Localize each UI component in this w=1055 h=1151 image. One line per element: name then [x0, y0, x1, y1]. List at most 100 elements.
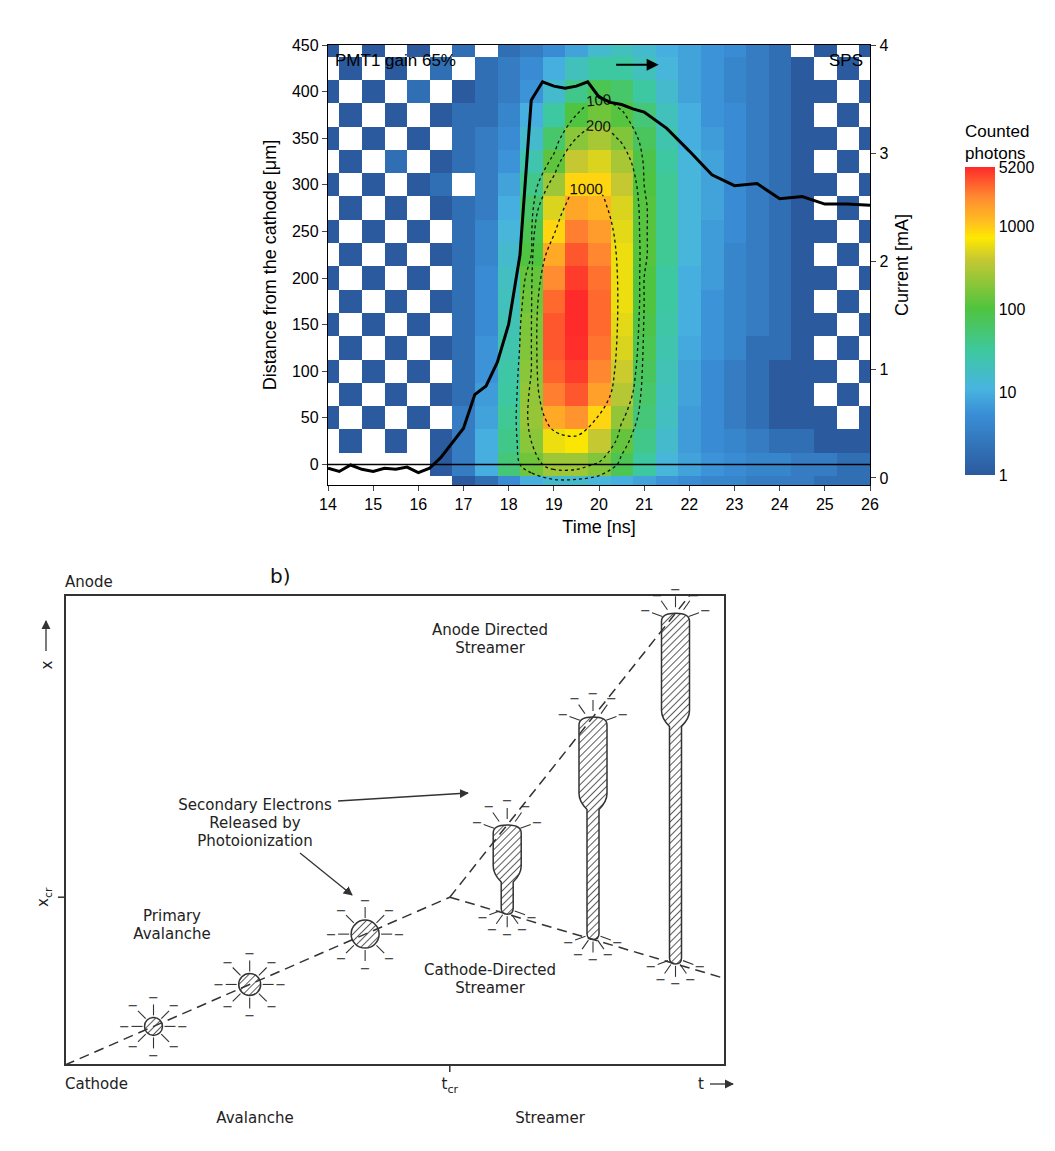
svg-text:Time [ns]: Time [ns]: [562, 517, 635, 537]
svg-text:200: 200: [585, 117, 611, 135]
svg-text:−: −: [266, 955, 277, 970]
svg-text:Anode Directed: Anode Directed: [432, 621, 548, 639]
svg-text:23: 23: [726, 496, 744, 513]
svg-text:−: −: [336, 903, 347, 918]
svg-text:−: −: [128, 998, 139, 1013]
svg-text:−: −: [573, 947, 584, 962]
svg-text:−: −: [694, 959, 705, 974]
svg-text:Countedphotons: Countedphotons: [965, 122, 1029, 163]
svg-text:Cathode-Directed: Cathode-Directed: [424, 961, 556, 979]
svg-text:4: 4: [879, 37, 888, 54]
svg-text:20: 20: [590, 496, 608, 513]
svg-text:t: t: [698, 1075, 704, 1093]
svg-text:0: 0: [879, 470, 888, 487]
svg-text:−: −: [177, 1019, 188, 1034]
svg-text:−: −: [606, 691, 617, 706]
svg-text:−: −: [222, 955, 233, 970]
svg-text:Avalanche: Avalanche: [216, 1109, 293, 1127]
svg-text:10: 10: [999, 384, 1017, 401]
svg-text:−: −: [526, 910, 537, 925]
svg-text:24: 24: [771, 496, 789, 513]
svg-text:−: −: [244, 1008, 255, 1023]
svg-text:−: −: [670, 976, 681, 991]
svg-text:−: −: [602, 947, 613, 962]
svg-text:−: −: [652, 588, 663, 603]
svg-text:tcr: tcr: [442, 1075, 459, 1096]
svg-text:100: 100: [292, 363, 319, 380]
svg-text:−: −: [520, 799, 531, 814]
svg-text:Streamer: Streamer: [455, 639, 526, 657]
svg-text:−: −: [360, 893, 371, 908]
svg-text:5200: 5200: [999, 159, 1035, 176]
svg-text:21: 21: [635, 496, 653, 513]
svg-text:Secondary Electrons: Secondary Electrons: [178, 796, 332, 814]
svg-text:400: 400: [292, 83, 319, 100]
svg-text:−: −: [700, 603, 711, 618]
svg-text:−: −: [517, 922, 528, 937]
svg-text:−: −: [532, 815, 543, 830]
svg-text:−: −: [688, 588, 699, 603]
svg-text:−: −: [655, 972, 666, 987]
svg-text:50: 50: [301, 409, 319, 426]
svg-text:−: −: [394, 927, 405, 942]
svg-text:Streamer: Streamer: [515, 1109, 586, 1127]
svg-text:b): b): [270, 565, 291, 588]
svg-text:250: 250: [292, 223, 319, 240]
svg-text:−: −: [169, 1039, 180, 1054]
svg-text:17: 17: [455, 496, 473, 513]
svg-text:x: x: [38, 660, 56, 669]
svg-text:Released by: Released by: [209, 814, 300, 832]
svg-text:100: 100: [585, 90, 611, 109]
svg-text:−: −: [588, 952, 599, 967]
svg-text:0: 0: [310, 456, 319, 473]
svg-text:−: −: [502, 927, 513, 942]
svg-text:−: −: [670, 582, 681, 597]
svg-text:1: 1: [999, 467, 1008, 484]
svg-text:200: 200: [292, 270, 319, 287]
svg-text:−: −: [244, 946, 255, 961]
svg-text:350: 350: [292, 130, 319, 147]
svg-text:−: −: [222, 999, 233, 1014]
svg-text:−: −: [685, 972, 696, 987]
svg-text:−: −: [213, 977, 224, 992]
svg-text:−: −: [275, 977, 286, 992]
svg-text:PMT1 gain 65%: PMT1 gain 65%: [335, 51, 456, 70]
svg-text:−: −: [640, 603, 651, 618]
svg-text:Streamer: Streamer: [455, 979, 526, 997]
svg-text:xcr: xcr: [34, 887, 55, 907]
svg-text:−: −: [148, 990, 159, 1005]
svg-text:−: −: [384, 903, 395, 918]
svg-text:19: 19: [545, 496, 563, 513]
svg-text:−: −: [612, 935, 623, 950]
svg-text:25: 25: [816, 496, 834, 513]
svg-text:−: −: [502, 793, 513, 808]
svg-text:16: 16: [409, 496, 427, 513]
svg-text:−: −: [487, 922, 498, 937]
svg-text:Cathode: Cathode: [65, 1075, 128, 1093]
svg-text:150: 150: [292, 316, 319, 333]
svg-text:−: −: [618, 707, 629, 722]
svg-text:−: −: [119, 1019, 130, 1034]
svg-text:−: −: [646, 959, 657, 974]
svg-text:−: −: [148, 1048, 159, 1063]
svg-text:−: −: [326, 927, 337, 942]
svg-text:−: −: [588, 686, 599, 701]
svg-text:450: 450: [292, 37, 319, 54]
svg-text:1: 1: [879, 361, 888, 378]
svg-text:−: −: [266, 999, 277, 1014]
svg-text:−: −: [563, 935, 574, 950]
svg-text:−: −: [169, 998, 180, 1013]
svg-text:22: 22: [680, 496, 698, 513]
svg-text:100: 100: [999, 301, 1026, 318]
svg-text:−: −: [336, 951, 347, 966]
svg-text:2: 2: [879, 253, 888, 270]
svg-text:−: −: [472, 815, 483, 830]
svg-text:Photoionization: Photoionization: [197, 832, 313, 850]
svg-text:Distance from the cathode [μm]: Distance from the cathode [μm]: [260, 140, 280, 390]
svg-text:14: 14: [319, 496, 337, 513]
svg-text:−: −: [569, 691, 580, 706]
svg-text:1000: 1000: [999, 218, 1035, 235]
svg-text:−: −: [483, 799, 494, 814]
svg-text:Primary: Primary: [143, 907, 201, 925]
svg-text:18: 18: [500, 496, 518, 513]
